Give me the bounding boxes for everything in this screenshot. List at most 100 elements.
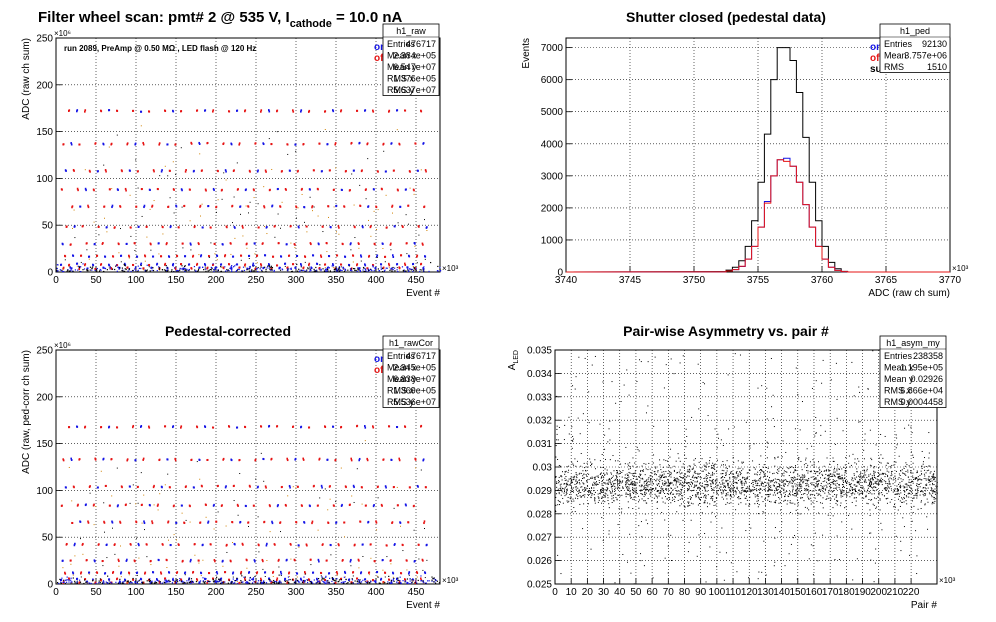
data-point	[811, 494, 813, 496]
data-point	[164, 579, 166, 581]
data-point	[688, 470, 690, 472]
data-point	[367, 268, 369, 270]
data-point	[126, 142, 129, 145]
data-point	[936, 491, 938, 493]
data-point	[811, 484, 813, 486]
data-point	[801, 494, 803, 496]
data-point	[638, 507, 640, 509]
data-point	[365, 504, 367, 507]
data-point	[733, 477, 735, 479]
data-point	[91, 580, 94, 582]
data-point	[580, 486, 582, 488]
data-point	[350, 242, 352, 245]
data-point	[901, 501, 903, 503]
data-point	[433, 577, 435, 579]
data-point	[568, 465, 570, 467]
data-point	[374, 243, 376, 246]
data-point	[344, 580, 346, 583]
data-point	[736, 488, 738, 490]
data-point	[594, 482, 596, 484]
data-point	[234, 265, 236, 267]
data-point	[68, 466, 70, 468]
data-point	[224, 270, 227, 272]
data-point	[134, 266, 137, 269]
data-point	[172, 265, 174, 267]
x-tick-label: 450	[408, 275, 425, 286]
y-tick-label: 100	[36, 174, 53, 185]
data-point	[880, 473, 882, 475]
data-point	[216, 576, 218, 578]
data-point	[711, 489, 713, 491]
data-point	[757, 495, 759, 497]
data-point	[295, 487, 297, 489]
data-point	[434, 579, 437, 581]
data-point	[815, 482, 817, 484]
data-point	[779, 502, 781, 504]
data-point	[676, 472, 678, 474]
data-point	[769, 471, 771, 473]
data-point	[172, 425, 175, 428]
data-point	[604, 448, 606, 450]
data-point	[61, 577, 63, 579]
data-point	[858, 489, 860, 491]
data-point	[260, 263, 262, 266]
data-point	[657, 470, 659, 472]
data-point	[364, 581, 366, 583]
data-point	[268, 138, 270, 140]
data-point	[217, 581, 219, 583]
data-point	[629, 494, 631, 496]
data-point	[99, 578, 102, 580]
stats-row-value: 6.838e+07	[393, 374, 436, 384]
data-point	[236, 263, 239, 266]
data-point	[659, 474, 661, 476]
data-point	[180, 578, 183, 581]
data-point	[932, 477, 934, 479]
data-point	[164, 110, 167, 113]
data-point	[129, 169, 131, 172]
data-point	[78, 268, 80, 271]
data-point	[719, 486, 721, 488]
data-point	[306, 269, 308, 271]
data-point	[913, 505, 915, 507]
data-point	[754, 488, 756, 490]
data-point	[821, 473, 823, 475]
data-point	[409, 582, 411, 585]
data-point	[386, 582, 388, 585]
data-point	[105, 581, 107, 583]
data-point	[382, 569, 384, 571]
panel-title: Filter wheel scan: pmt# 2 @ 535 V, Icath…	[38, 9, 402, 30]
data-point	[406, 569, 408, 571]
data-point	[94, 242, 96, 245]
data-point	[903, 496, 905, 498]
data-point	[400, 582, 402, 585]
data-point	[278, 242, 280, 245]
data-point	[150, 249, 152, 251]
data-point	[745, 491, 747, 493]
data-point	[204, 266, 206, 268]
data-point	[768, 489, 770, 491]
data-point	[416, 254, 419, 257]
data-point	[339, 269, 341, 271]
data-point	[149, 270, 151, 272]
data-point	[115, 581, 117, 583]
data-point	[413, 266, 415, 269]
data-point	[292, 578, 295, 581]
data-point	[381, 504, 383, 507]
data-point	[667, 534, 669, 536]
data-point	[278, 566, 280, 568]
data-point	[59, 578, 61, 580]
data-point	[602, 491, 604, 493]
data-point	[382, 581, 385, 584]
data-point	[144, 255, 147, 258]
data-point	[306, 544, 308, 547]
data-point	[633, 499, 635, 501]
data-point	[925, 466, 927, 468]
data-point	[904, 473, 906, 475]
data-point	[416, 582, 418, 584]
data-point	[673, 493, 675, 495]
data-point	[823, 488, 825, 490]
data-point	[576, 477, 578, 479]
data-point	[296, 217, 297, 219]
data-point	[575, 479, 577, 481]
data-point	[70, 458, 73, 461]
